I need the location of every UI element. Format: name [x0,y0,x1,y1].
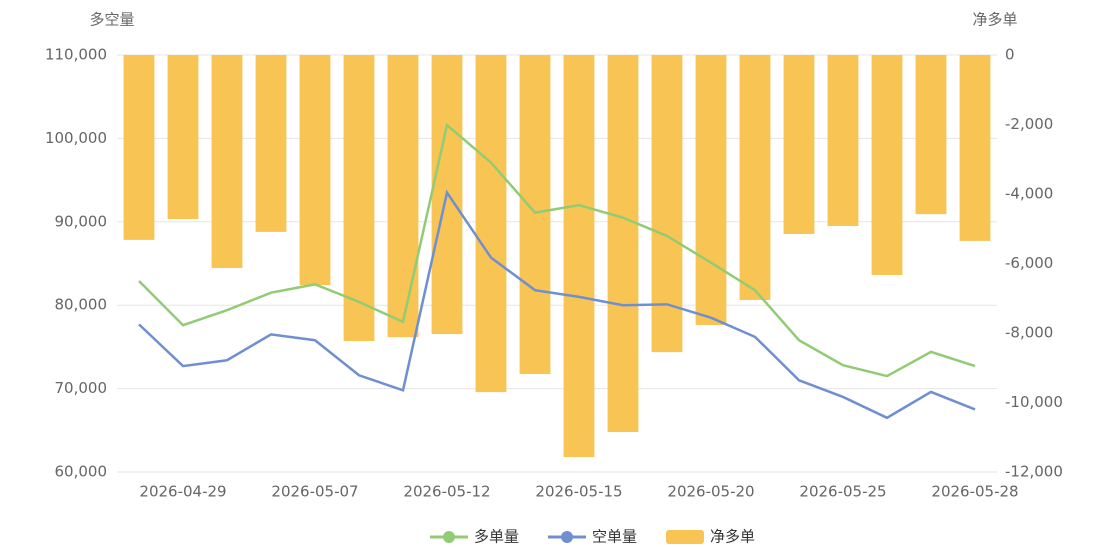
legend-label: 多单量 [474,528,519,546]
y2-tick-label: -12,000 [1005,463,1063,481]
legend: 多单量 空单量 净多单 [430,528,755,546]
x-tick-label: 2026-05-28 [931,483,1018,501]
x-tick-label: 2026-05-07 [271,483,358,501]
y-tick-label: 110,000 [45,46,107,64]
bar [739,55,771,300]
bar [607,55,639,433]
y2-axis-title: 净多单 [972,11,1017,29]
y-tick-label: 80,000 [55,296,108,314]
y-tick-label: 70,000 [55,379,108,397]
legend-marker [561,531,573,543]
x-tick-label: 2026-05-20 [667,483,754,501]
bar [915,55,947,215]
bar [475,55,507,393]
bar [387,55,419,338]
bar [959,55,991,241]
y2-tick-label: -2,000 [1005,115,1053,133]
y-tick-label: 100,000 [45,129,107,147]
bar [299,55,331,286]
y2-tick-label: -6,000 [1005,254,1053,272]
bar [563,55,595,458]
bar [343,55,375,341]
x-tick-label: 2026-04-29 [139,483,226,501]
y2-tick-label: 0 [1005,46,1015,64]
y-axis-title: 多空量 [89,11,134,29]
bar [651,55,683,353]
line [138,189,976,420]
bar [255,55,287,232]
x-tick-label: 2026-05-15 [535,483,622,501]
bar [519,55,551,375]
legend-marker [443,531,455,543]
x-tick-label: 2026-05-12 [403,483,490,501]
bar [783,55,815,234]
bar [123,55,155,240]
bar [695,55,727,326]
legend-label: 空单量 [592,528,637,546]
y-tick-label: 90,000 [55,212,108,230]
legend-swatch [666,530,704,544]
bar [871,55,903,275]
line [138,122,976,378]
y2-tick-label: -8,000 [1005,324,1053,342]
legend-label: 净多单 [710,528,755,546]
y-tick-label: 60,000 [55,463,108,481]
bar [167,55,199,220]
x-tick-label: 2026-05-25 [799,483,886,501]
bar [211,55,243,269]
y2-tick-label: -10,000 [1005,393,1063,411]
bar [827,55,859,226]
y2-tick-label: -4,000 [1005,185,1053,203]
